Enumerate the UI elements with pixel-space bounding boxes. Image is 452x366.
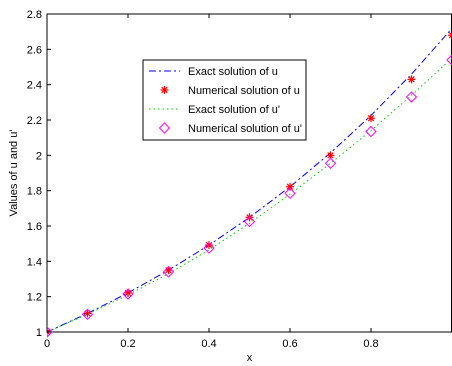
- x-tick-label: 0.2: [120, 338, 135, 350]
- y-tick-label: 1.6: [27, 221, 42, 233]
- x-tick-label: 0: [44, 338, 50, 350]
- y-tick-label: 1.2: [27, 292, 42, 304]
- legend: Exact solution of u Numerical solution of…: [143, 60, 306, 140]
- x-tick-label: 0.4: [201, 338, 216, 350]
- legend-label: Numerical solution of u': [188, 123, 302, 135]
- y-tick-label: 2.8: [27, 9, 42, 21]
- legend-label: Exact solution of u: [188, 66, 278, 78]
- y-tick-label: 1: [36, 327, 42, 339]
- y-tick-label: 1.8: [27, 186, 42, 198]
- y-tick-label: 1.4: [27, 256, 42, 268]
- legend-label: Exact solution of u': [188, 104, 280, 116]
- y-tick-label: 2: [36, 150, 42, 162]
- y-tick-label: 2.2: [27, 115, 42, 127]
- y-tick-label: 2.4: [27, 80, 42, 92]
- legend-swatch: [161, 86, 169, 94]
- y-tick-label: 2.6: [27, 44, 42, 56]
- x-tick-label: 0.8: [363, 338, 378, 350]
- x-axis-label: x: [247, 352, 253, 364]
- x-tick-label: 0.6: [282, 338, 297, 350]
- data-point: [286, 183, 294, 191]
- legend-label: Numerical solution of u: [188, 85, 300, 97]
- y-axis-label: Values of u and u': [8, 130, 20, 217]
